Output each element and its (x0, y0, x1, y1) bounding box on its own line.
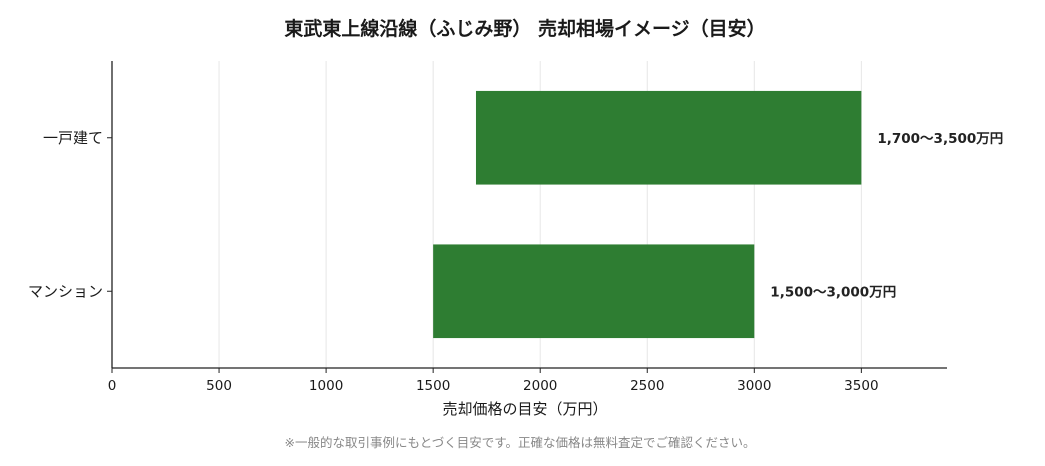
x-tick-label: 3000 (737, 378, 771, 394)
y-tick-label: 一戸建て (43, 129, 103, 147)
data-label: 1,500〜3,000万円 (770, 284, 896, 300)
x-tick-label: 0 (108, 378, 117, 394)
data-label: 1,700〜3,500万円 (877, 131, 1003, 147)
data-labels: 1,700〜3,500万円 1,500〜3,000万円 (770, 131, 1003, 301)
footnote: ※一般的な取引事例にもとづく目安です。正確な価格は無料査定でご確認ください。 (285, 435, 756, 450)
x-axis-title: 売却価格の目安（万円） (442, 400, 607, 418)
x-tick-label: 1500 (416, 378, 450, 394)
bars (433, 90, 862, 339)
x-tick-label: 500 (206, 378, 232, 394)
x-tick-label: 3500 (844, 378, 878, 394)
axes (111, 61, 947, 369)
x-tick-label: 2000 (523, 378, 557, 394)
range-bar (475, 90, 862, 185)
x-tick-label: 1000 (309, 378, 343, 394)
x-tick-label: 2500 (630, 378, 664, 394)
chart-title: 東武東上線沿線（ふじみ野） 売却相場イメージ（目安） (284, 17, 765, 40)
range-bar (433, 244, 755, 339)
y-tick-label: マンション (28, 282, 103, 300)
